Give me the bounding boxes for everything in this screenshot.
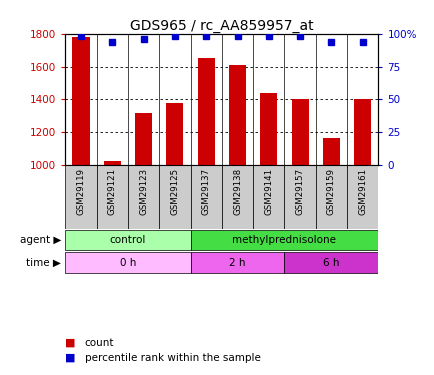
Text: 6 h: 6 h [322, 258, 339, 267]
Bar [353, 99, 371, 165]
Bar [221, 165, 253, 229]
Bar [166, 104, 183, 165]
Text: methylprednisolone: methylprednisolone [232, 235, 336, 245]
Text: agent ▶: agent ▶ [20, 235, 61, 245]
Bar [96, 165, 128, 229]
Text: GSM29141: GSM29141 [264, 168, 273, 215]
Text: GSM29125: GSM29125 [170, 168, 179, 215]
Bar [291, 99, 308, 165]
Text: control: control [109, 235, 146, 245]
Title: GDS965 / rc_AA859957_at: GDS965 / rc_AA859957_at [130, 19, 313, 33]
Bar [228, 65, 246, 165]
Bar [65, 230, 190, 250]
Bar [284, 252, 378, 273]
Bar [190, 252, 284, 273]
Text: 2 h: 2 h [229, 258, 245, 267]
Text: time ▶: time ▶ [26, 258, 61, 267]
Bar [103, 161, 121, 165]
Text: ■: ■ [65, 353, 76, 363]
Text: GSM29119: GSM29119 [76, 168, 85, 215]
Bar [346, 165, 378, 229]
Text: GSM29157: GSM29157 [295, 168, 304, 215]
Bar [159, 165, 190, 229]
Bar [72, 37, 89, 165]
Bar [128, 165, 159, 229]
Text: GSM29123: GSM29123 [139, 168, 148, 215]
Bar [190, 230, 378, 250]
Bar [65, 252, 190, 273]
Bar [197, 57, 214, 165]
Text: percentile rank within the sample: percentile rank within the sample [85, 353, 260, 363]
Bar [322, 138, 339, 165]
Text: GSM29137: GSM29137 [201, 168, 210, 215]
Text: GSM29159: GSM29159 [326, 168, 335, 215]
Text: GSM29138: GSM29138 [233, 168, 241, 215]
Bar [65, 165, 96, 229]
Text: count: count [85, 338, 114, 348]
Text: GSM29161: GSM29161 [358, 168, 366, 215]
Bar [253, 165, 284, 229]
Bar [135, 113, 152, 165]
Text: ■: ■ [65, 338, 76, 348]
Bar [284, 165, 315, 229]
Text: GSM29121: GSM29121 [108, 168, 116, 215]
Bar [190, 165, 221, 229]
Text: 0 h: 0 h [119, 258, 136, 267]
Bar [260, 93, 277, 165]
Bar [315, 165, 346, 229]
